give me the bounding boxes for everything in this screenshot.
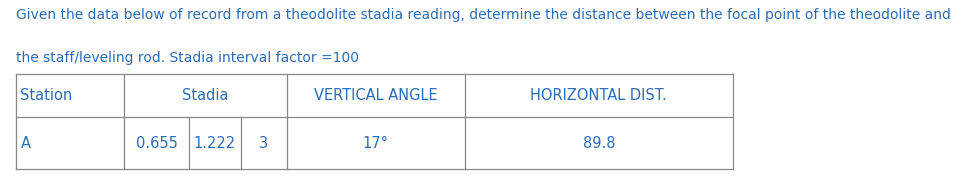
Text: 3: 3 (260, 136, 268, 151)
Text: 17°: 17° (363, 136, 389, 151)
Text: VERTICAL ANGLE: VERTICAL ANGLE (314, 88, 437, 103)
Text: HORIZONTAL DIST.: HORIZONTAL DIST. (531, 88, 667, 103)
Text: 89.8: 89.8 (582, 136, 615, 151)
Text: 1.222: 1.222 (193, 136, 236, 151)
Text: 0.655: 0.655 (135, 136, 178, 151)
Text: Stadia: Stadia (183, 88, 228, 103)
Text: Station: Station (20, 88, 73, 103)
Text: A: A (20, 136, 30, 151)
Text: Given the data below of record from a theodolite stadia reading, determine the d: Given the data below of record from a th… (16, 8, 951, 22)
Text: the staff/leveling rod. Stadia interval factor =100: the staff/leveling rod. Stadia interval … (16, 51, 359, 65)
